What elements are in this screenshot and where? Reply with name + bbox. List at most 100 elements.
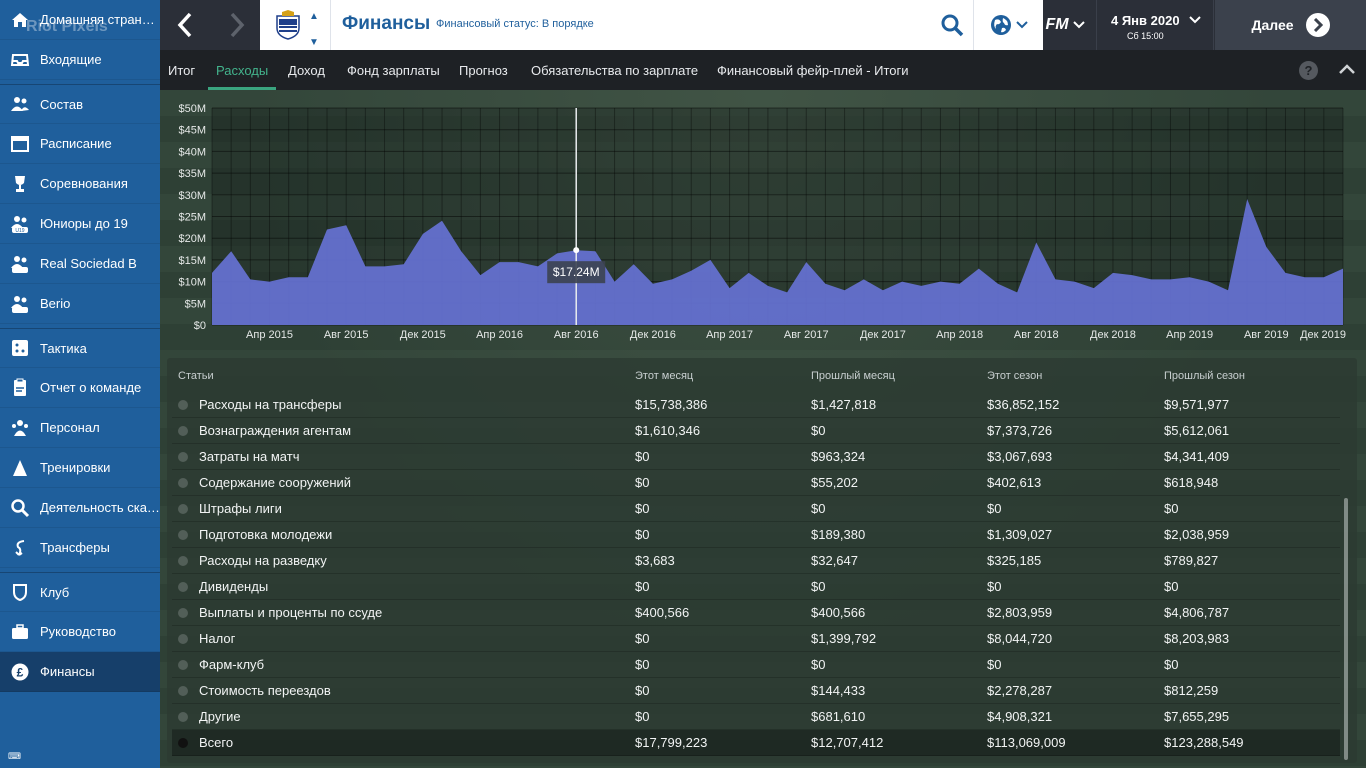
table-row[interactable]: Вознаграждения агентам $1,610,346 $0 $7,373… xyxy=(172,418,1340,444)
row-value: $144,433 xyxy=(811,683,866,698)
tab-projection[interactable]: Прогноз xyxy=(459,62,508,78)
row-value: $2,803,959 xyxy=(987,605,1053,620)
sidebar-item-label: Юниоры до 19 xyxy=(40,216,128,231)
fm-menu-button[interactable]: FM xyxy=(1036,0,1094,50)
row-value: $812,259 xyxy=(1164,683,1219,698)
row-label: Стоимость переездов xyxy=(199,683,331,698)
sidebar-item-8[interactable]: Тактика xyxy=(0,328,160,368)
table-row[interactable]: Расходы на трансферы $15,738,386 $1,427,81… xyxy=(172,392,1340,418)
table-row[interactable]: Содержание сооружений $0 $55,202 $402,613 $6… xyxy=(172,470,1340,496)
expand-icon[interactable] xyxy=(178,478,188,488)
search-icon[interactable] xyxy=(939,12,965,38)
expand-icon[interactable] xyxy=(178,530,188,540)
date-display[interactable]: 4 Янв 2020 Сб 15:00 xyxy=(1096,0,1214,50)
forward-button[interactable] xyxy=(212,0,262,50)
sidebar-item-1[interactable]: Входящие xyxy=(0,40,160,80)
sidebar-item-2[interactable]: Состав xyxy=(0,84,160,124)
home-icon xyxy=(10,10,30,30)
tab-wage-obligations[interactable]: Обязательства по зарплате xyxy=(531,62,699,78)
expand-icon[interactable] xyxy=(178,686,188,696)
world-menu-button[interactable] xyxy=(973,0,1043,50)
row-value: $9,571,977 xyxy=(1164,397,1230,412)
trophy-icon xyxy=(10,174,30,194)
expand-icon[interactable] xyxy=(178,582,188,592)
sidebar-item-6[interactable]: Real Sociedad B xyxy=(0,244,160,284)
table-row[interactable]: Стоимость переездов $0 $144,433 $2,278,287 $… xyxy=(172,678,1340,704)
y-tick-label: $20M xyxy=(178,233,206,245)
help-icon[interactable]: ? xyxy=(1299,61,1318,80)
row-value: $1,427,818 xyxy=(811,397,877,412)
fm-logo: FM xyxy=(1045,16,1069,33)
sidebar-item-15[interactable]: Руководство xyxy=(0,612,160,652)
table-row[interactable]: Налог $0 $1,399,792 $8,044,720 $8,203,983 xyxy=(172,626,1340,652)
tab-ffp-summary[interactable]: Финансовый фейр-плей - Итоги xyxy=(717,62,909,78)
expand-icon[interactable] xyxy=(178,712,188,722)
expand-icon[interactable] xyxy=(178,608,188,618)
affiliate-team-icon xyxy=(10,294,30,314)
sidebar-item-label: Финансы xyxy=(40,664,95,679)
expand-icon[interactable] xyxy=(178,634,188,644)
continue-button[interactable]: Далее xyxy=(1215,0,1366,50)
back-button[interactable] xyxy=(160,0,210,50)
sidebar-item-5[interactable]: U19 Юниоры до 19 xyxy=(0,204,160,244)
sidebar-item-label: Berio xyxy=(40,296,71,311)
table-row[interactable]: Выплаты и проценты по ссуде $400,566 $400,… xyxy=(172,600,1340,626)
inbox-icon xyxy=(10,50,30,70)
table-row[interactable]: Фарм-клуб $0 $0 $0 $0 xyxy=(172,652,1340,678)
expand-icon[interactable] xyxy=(178,426,188,436)
row-value: $2,038,959 xyxy=(1164,527,1230,542)
row-value: $0 xyxy=(635,657,650,672)
sidebar-item-16[interactable]: £ Финансы xyxy=(0,652,160,692)
sidebar-item-0[interactable]: Домашняя страница xyxy=(0,0,160,40)
row-label: Затраты на матч xyxy=(199,449,300,464)
row-label: Подготовка молодежи xyxy=(199,527,333,542)
row-value: $325,185 xyxy=(987,553,1042,568)
col-header-this-season[interactable]: Этот сезон xyxy=(987,370,1043,382)
collapse-icon[interactable] xyxy=(1336,59,1358,81)
table-row[interactable]: Штрафы лиги $0 $0 $0 $0 xyxy=(172,496,1340,522)
col-header-this-month[interactable]: Этот месяц xyxy=(635,370,694,382)
table-row[interactable]: Дивиденды $0 $0 $0 $0 xyxy=(172,574,1340,600)
current-time: Сб 15:00 xyxy=(1127,31,1164,41)
hover-point xyxy=(573,247,580,254)
tooltip-box xyxy=(547,261,606,284)
expand-icon[interactable] xyxy=(178,400,188,410)
expand-icon[interactable] xyxy=(178,738,188,748)
club-switch-icon[interactable]: ▲ ▼ xyxy=(309,11,319,48)
sidebar-item-12[interactable]: Деятельность скаутов xyxy=(0,488,160,528)
row-value: $0 xyxy=(635,631,650,646)
table-total-row[interactable]: Всего $17,799,223 $12,707,412 $113,069,009 $… xyxy=(172,730,1340,756)
tab-income[interactable]: Доход xyxy=(288,62,325,78)
sidebar-item-11[interactable]: Тренировки xyxy=(0,448,160,488)
expand-icon[interactable] xyxy=(178,504,188,514)
table-row[interactable]: Другие $0 $681,610 $4,908,321 $7,655,295 xyxy=(172,704,1340,730)
row-label: Вознаграждения агентам xyxy=(199,423,352,438)
y-tick-label: $10M xyxy=(178,277,206,289)
table-row[interactable]: Расходы на разведку $3,683 $32,647 $325,185… xyxy=(172,548,1340,574)
table-scrollbar[interactable] xyxy=(1344,498,1348,760)
expand-icon[interactable] xyxy=(178,556,188,566)
tactics-icon xyxy=(10,338,30,358)
sidebar-item-7[interactable]: Berio xyxy=(0,284,160,324)
sidebar-item-14[interactable]: Клуб xyxy=(0,572,160,612)
expand-icon[interactable] xyxy=(178,660,188,670)
tab-expenses[interactable]: Расходы xyxy=(207,50,277,90)
col-header-last-season[interactable]: Прошлый сезон xyxy=(1164,370,1245,382)
table-row[interactable]: Подготовка молодежи $0 $189,380 $1,309,027 $… xyxy=(172,522,1340,548)
col-header-last-month[interactable]: Прошлый месяц xyxy=(811,370,895,382)
sidebar-item-13[interactable]: Трансферы xyxy=(0,528,160,568)
tab-summary[interactable]: Итог xyxy=(168,62,196,78)
expand-icon[interactable] xyxy=(178,452,188,462)
keyboard-icon[interactable]: ⌨ xyxy=(8,751,21,761)
scouting-search-icon xyxy=(10,498,30,518)
col-header-items[interactable]: Статьи xyxy=(178,370,214,382)
tab-wage-budget[interactable]: Фонд зарплаты xyxy=(347,62,440,78)
sidebar-item-9[interactable]: Отчет о команде xyxy=(0,368,160,408)
sidebar-item-3[interactable]: Расписание xyxy=(0,124,160,164)
table-row[interactable]: Затраты на матч $0 $963,324 $3,067,693 $4,34… xyxy=(172,444,1340,470)
sidebar-item-10[interactable]: Персонал xyxy=(0,408,160,448)
sidebar-item-4[interactable]: Соревнования xyxy=(0,164,160,204)
row-value: $400,566 xyxy=(635,605,690,620)
row-value: $5,612,061 xyxy=(1164,423,1230,438)
club-crest-icon[interactable] xyxy=(274,10,302,40)
